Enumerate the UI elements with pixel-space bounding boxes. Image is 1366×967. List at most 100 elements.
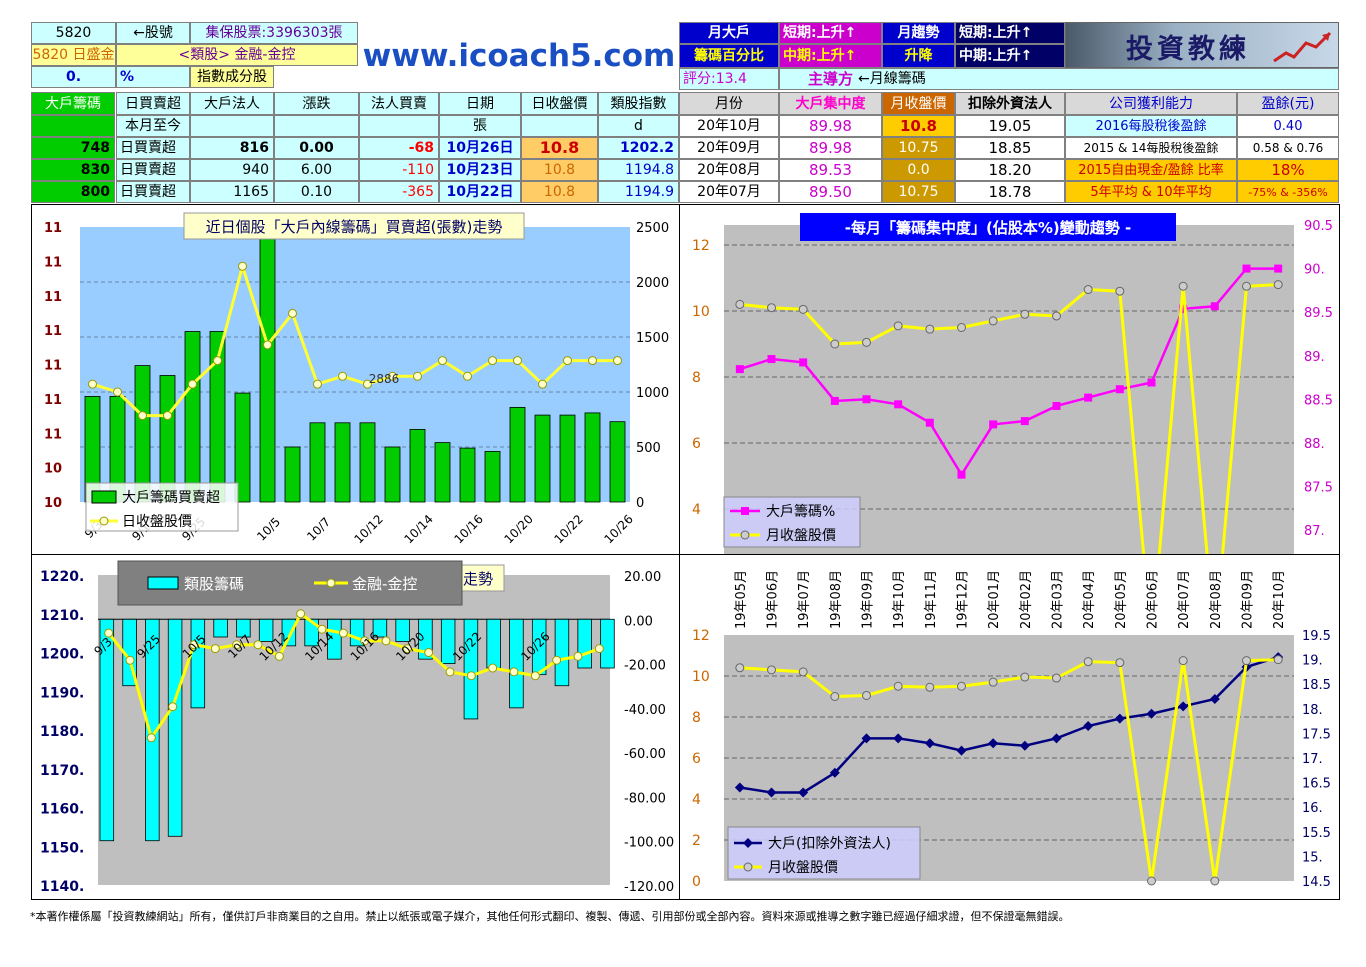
left-tick: 1220. [40,569,84,585]
holder-point [1019,740,1030,751]
right-tick: 500 [636,441,661,456]
sector-point [381,636,391,646]
bar [258,618,274,642]
sector-point [466,671,476,681]
holder-point [1051,733,1062,744]
right-tick: 1500 [636,331,669,346]
table-cell: 10月23日 [439,159,521,181]
table-cell: 10月26日 [439,137,521,159]
concentration-point [735,365,744,374]
x-label: 10/14 [401,512,435,546]
bar [372,618,388,638]
logo: 投資教練 [1065,22,1339,68]
price-point [1083,285,1093,295]
right-tick: 18.5 [1302,678,1331,693]
month-label: 19年08月 [829,570,844,629]
price-point [1242,656,1251,666]
month-label: 20年02月 [1019,570,1034,629]
price-point [862,690,871,700]
left-tick: 0 [692,874,701,890]
short-trend-1: 短期:上升↑ [779,22,882,44]
concentration-point [830,396,839,405]
price-point [735,663,745,673]
bar [509,618,524,709]
concentration-point [1179,304,1188,313]
rtable-cell: 2015 & 14每股稅後盈餘 [1065,137,1237,159]
bar [554,618,570,687]
left-tick: 4 [692,502,701,518]
bar [359,422,376,503]
subrow-cell: d [598,115,679,137]
table-cell: 日買賣超 [116,159,190,181]
left-tick: 11 [44,324,62,339]
month-label: 19年09月 [861,570,876,629]
table-cell: 1165 [190,181,274,203]
sector-point [146,733,156,743]
chart-title-box [183,212,525,240]
chart-title: 近日個股「大戶內線籌碼」買賣超(張數)走勢 [206,218,503,236]
bar [486,618,501,669]
rtable-cell: -75% & -356% [1237,181,1339,203]
sector-point [274,651,284,661]
holder-point [798,787,809,798]
left-tick: 8 [692,710,701,726]
left-tick: 1180. [40,724,84,740]
bar [463,618,479,720]
concentration-point [989,420,998,429]
right-tick: 87.5 [1304,481,1333,496]
price-point [263,340,272,350]
right-tick: 16. [1302,801,1323,816]
legend-box [117,560,463,606]
left-data-table: 大戶籌碼 日買賣超 大戶法人 漲跌 法人買賣 日期 日收盤價 類股指數 本月至今張 d 748 日買賣… [0,0,680,205]
mid-trend-1: 中期:上升↑ [779,44,882,68]
hdr-big-holder: 大戶籌碼 [31,92,115,115]
price-point [925,324,935,334]
site-url[interactable]: www.icoach5.com [362,38,676,74]
concentration-point [862,395,871,404]
subrow-cell [31,115,115,137]
price-point [1242,281,1251,291]
price-point [213,356,222,366]
price-point [957,681,966,691]
right-tick: 87. [1304,524,1325,539]
sector-point [445,667,455,677]
price-point [798,304,808,314]
chart-monthly-concentration: 1210864290.590.89.589.88.588.87.587.-每月「… [679,204,1340,556]
rhdr-cell: 公司獲利能力 [1065,92,1237,115]
bar [395,618,410,642]
left-tick: 11 [44,359,62,374]
price-point [1083,657,1093,667]
left-tick: 6 [692,751,701,767]
chart-sector-chip: 1220. 1210. 1200. 1190. 1180. 1170. 1160. 1150.… [31,554,681,900]
holder-point [766,787,777,798]
hdr-date: 日期 [439,92,521,115]
table-cell: 1194.8 [598,159,679,181]
rtable-cell: 0.58 & 0.76 [1237,137,1339,159]
bar [409,428,426,503]
left-tick: 11 [44,221,62,236]
holder-point [861,733,872,744]
holder-point [988,738,999,749]
rtable-cell: 10.75 [882,181,955,203]
left-tick: 12 [692,238,710,254]
right-data-table: 月份 大戶集中度 月收盤價 扣除外資法人 公司獲利能力 盈餘(元) 20年10月 89.98 1… [0,0,1366,205]
price-point [363,379,372,389]
month-big-label: 月大戶 [679,22,779,44]
price-point [138,411,147,421]
rhdr-cell: 大戶集中度 [779,92,882,115]
x-label: 10/7 [304,515,333,544]
left-tick: 10 [44,462,62,477]
price-point [957,323,966,332]
concentration-point [1052,401,1061,410]
price-point [767,665,776,675]
sector-point [232,640,242,650]
price-point [1273,655,1283,665]
sector-point [189,640,199,650]
left-tick: 1210. [40,608,84,624]
short-trend-2: 短期:上升↑ [955,22,1065,44]
rtable-cell: 2015自由現金/盈餘 比率 [1065,159,1237,181]
bar [184,331,201,503]
legend-label: 類股籌碼 [184,575,244,593]
rhdr-cell: 月份 [679,92,779,115]
price-point [163,411,172,421]
